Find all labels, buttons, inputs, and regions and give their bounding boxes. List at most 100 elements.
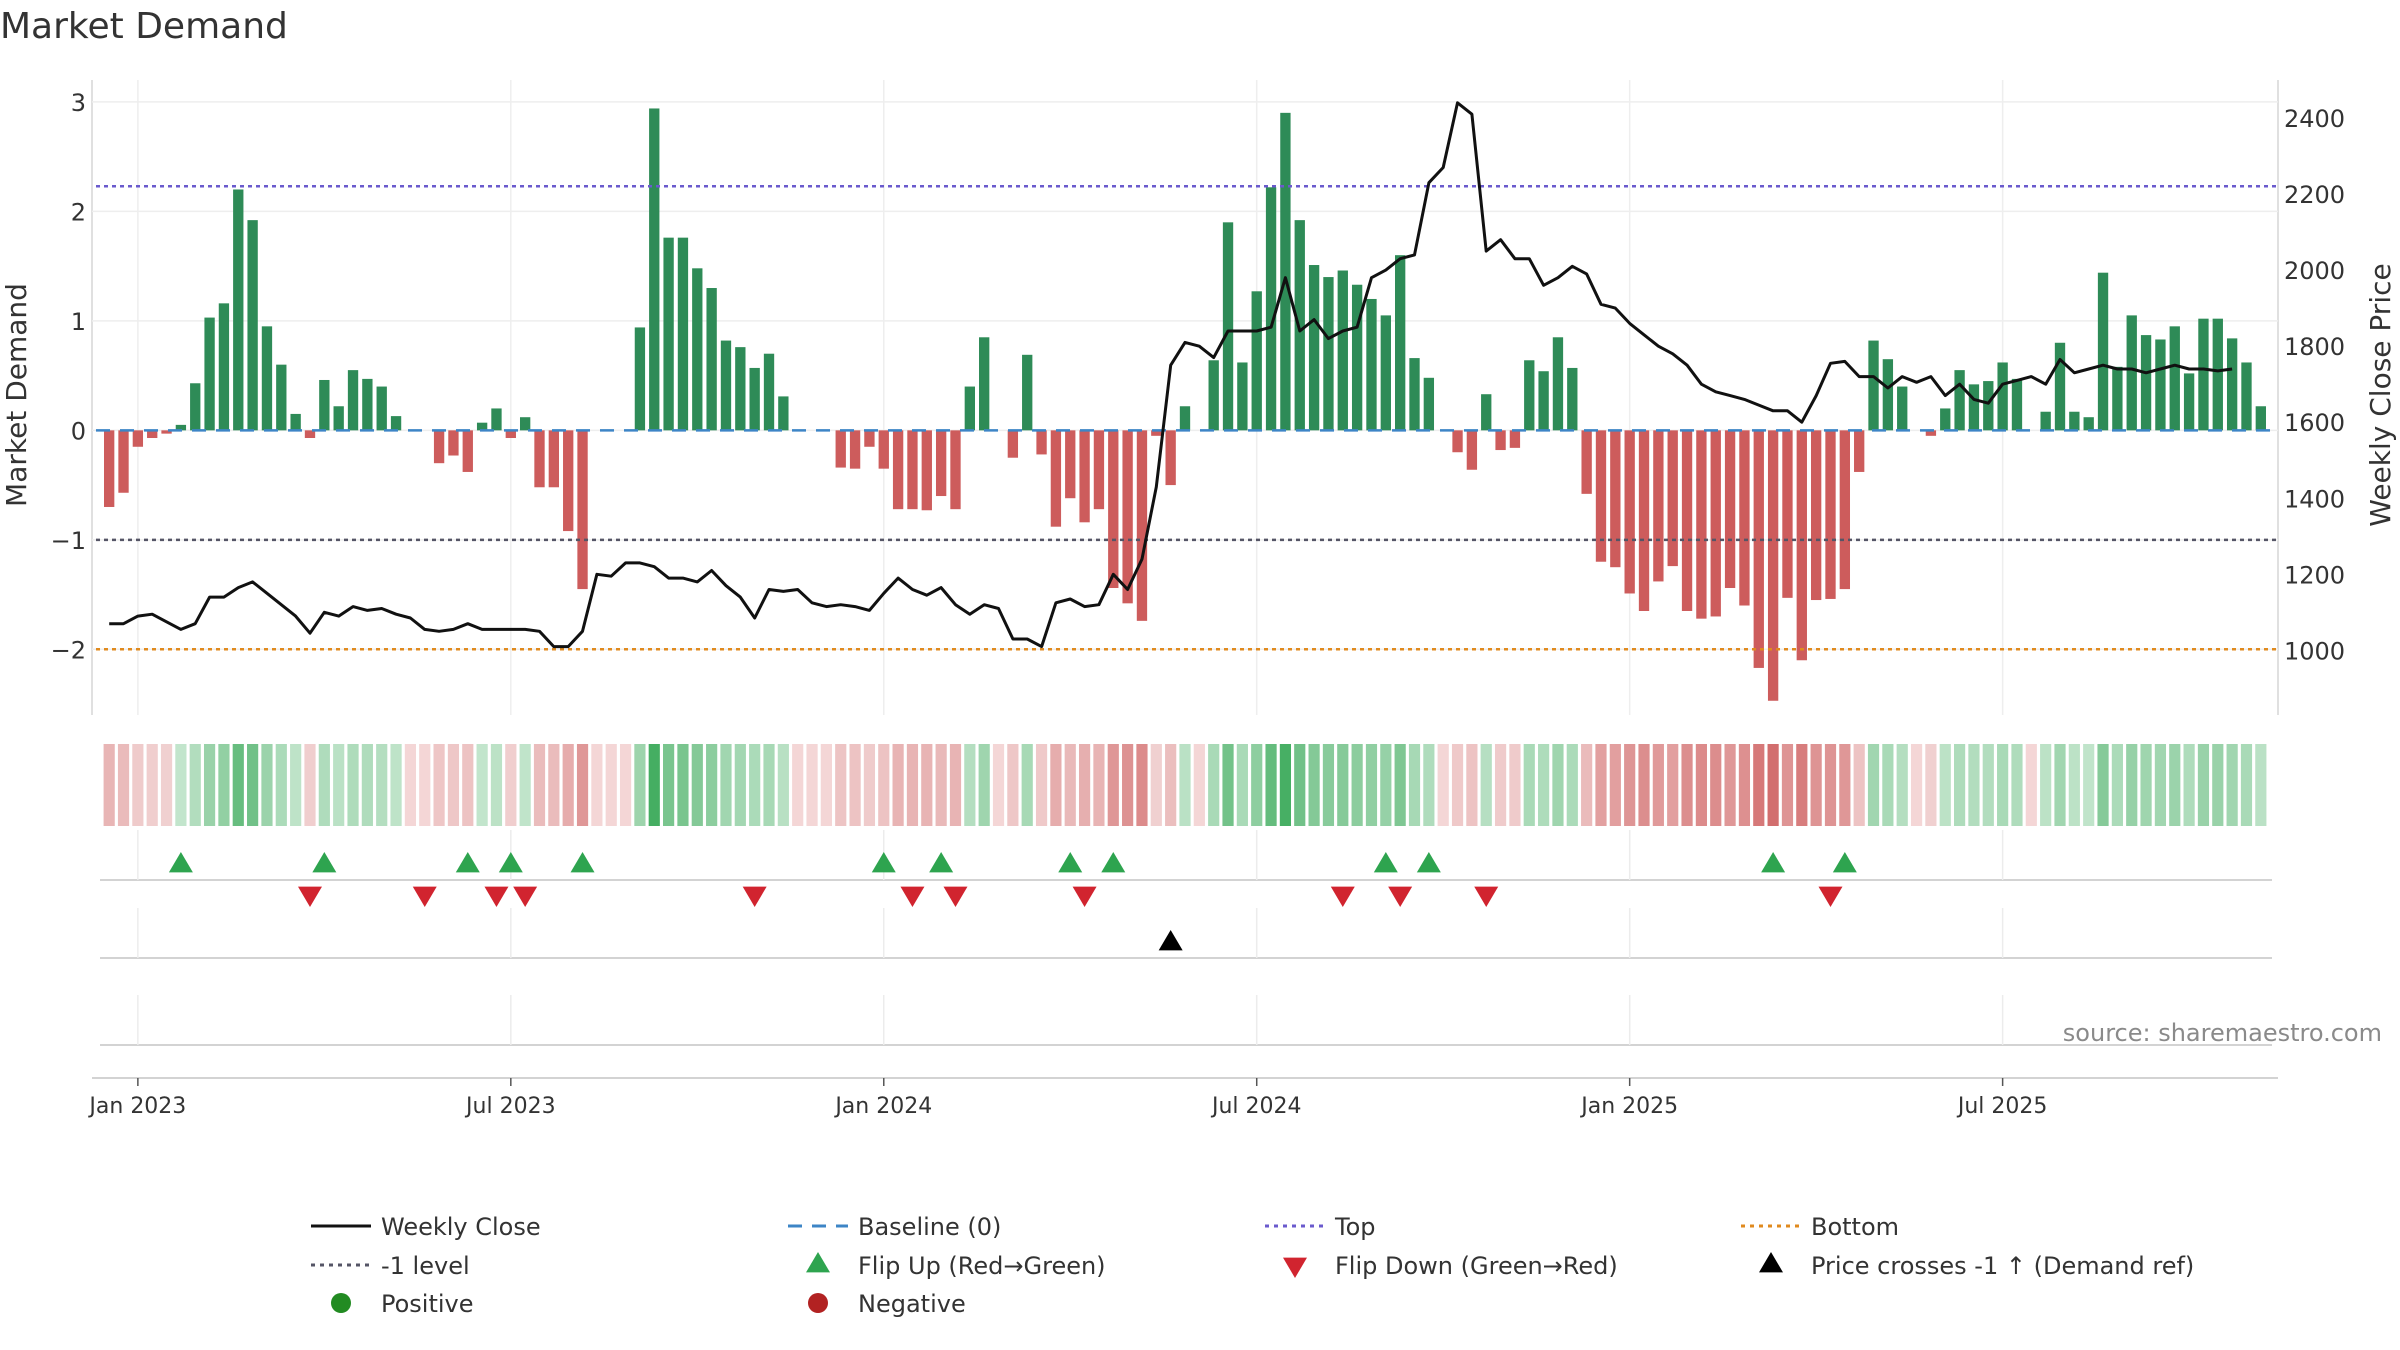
strip-cell [2255, 744, 2267, 826]
legend-label-positive: Positive [381, 1290, 474, 1318]
flip-up-marker [929, 852, 954, 873]
legend-item-bottom: Bottom [1741, 1213, 1899, 1241]
flip-down-marker [1330, 886, 1355, 907]
source-label: source: sharemaestro.com [2063, 1019, 2382, 1047]
strip-cell [1638, 744, 1650, 826]
demand-bar [935, 430, 947, 497]
left-tick-label: 1 [71, 308, 86, 336]
chart-title: Market Demand [0, 6, 288, 47]
demand-bar [1724, 430, 1736, 588]
demand-bar [476, 422, 488, 431]
strip-cell [835, 744, 847, 826]
strip-cell [1652, 744, 1664, 826]
demand-bar [663, 237, 674, 431]
demand-bar [1638, 430, 1650, 611]
legend-label-bottom: Bottom [1811, 1213, 1899, 1241]
demand-bar [347, 370, 359, 431]
demand-bar [161, 430, 172, 434]
demand-bar [2169, 326, 2180, 431]
right-axis-ticks: 2400 2200 2000 1800 1600 1400 1200 1000 [2284, 105, 2345, 665]
strip-cell [290, 744, 302, 826]
price-line [109, 101, 2233, 649]
demand-bar [1681, 430, 1693, 611]
strip-cell [992, 744, 1005, 826]
strip-cell [1021, 744, 1033, 826]
strip-cell [390, 744, 402, 826]
strip-cell [1882, 744, 1894, 826]
legend-label-minus1: -1 level [381, 1252, 470, 1280]
legend-swatch-price-cross [1759, 1252, 1783, 1273]
legend-item-minus1: -1 level [311, 1252, 470, 1280]
strip-cell [505, 744, 517, 826]
x-tick-label: Jan 2025 [1579, 1094, 1678, 1119]
strip-cell [1724, 744, 1736, 826]
demand-bar [2241, 362, 2252, 431]
strip-cell [1509, 744, 1521, 826]
strip-cell [1193, 744, 1205, 826]
strip-cell [1968, 744, 1980, 826]
strip-cell [1523, 744, 1535, 826]
strip-cell [1681, 744, 1693, 826]
strip-cell [792, 744, 804, 826]
heat-strip [103, 744, 2267, 826]
right-tick-label: 1000 [2284, 637, 2345, 665]
legend-swatch-positive [331, 1293, 351, 1313]
left-tick-label: 0 [71, 417, 86, 445]
strip-cell [806, 744, 818, 826]
demand-bar [921, 430, 932, 511]
strip-cell [519, 744, 531, 826]
right-tick-label: 2200 [2284, 181, 2345, 209]
demand-bar [2112, 366, 2123, 431]
x-tick-label: Jan 2023 [87, 1094, 186, 1119]
strip-cell [218, 744, 230, 826]
demand-bar [778, 396, 789, 431]
demand-bar [1552, 337, 1564, 431]
flip-up-marker [1058, 852, 1083, 873]
demand-bar [1495, 430, 1506, 451]
demand-bar [1810, 430, 1822, 601]
strip-cell [1695, 744, 1707, 826]
strip-cell [820, 744, 832, 826]
flip-down-marker [1388, 886, 1413, 907]
demand-bar [1050, 430, 1062, 527]
strip-cell [2169, 744, 2181, 826]
strip-cell [2083, 744, 2095, 826]
strip-cell [1050, 744, 1062, 826]
demand-bar [979, 337, 990, 431]
demand-bar [864, 430, 875, 447]
strip-cell [462, 744, 474, 826]
left-axis-label: Market Demand [0, 283, 33, 507]
strip-cell [1165, 744, 1177, 826]
demand-bar [1796, 430, 1807, 661]
demand-bar [1337, 270, 1348, 431]
strip-cell [706, 744, 718, 826]
strip-cell [1122, 744, 1134, 826]
demand-bar [1753, 430, 1764, 668]
demand-bar [1940, 408, 1951, 431]
strip-cell [333, 744, 345, 826]
demand-bar [304, 430, 316, 439]
strip-cell [304, 744, 316, 826]
demand-bar [1610, 430, 1621, 568]
demand-bar [878, 430, 889, 469]
x-tick-label: Jul 2023 [464, 1094, 556, 1119]
demand-bar [319, 379, 330, 431]
flip-markers-panel [100, 830, 2272, 907]
demand-bar [247, 220, 258, 431]
demand-bar [1667, 430, 1678, 567]
demand-bar [2226, 338, 2238, 431]
x-tick-label: Jan 2024 [833, 1094, 932, 1119]
strip-cell [433, 744, 445, 826]
strip-cell [1351, 744, 1363, 826]
strip-cell [1982, 744, 1994, 826]
demand-bar [2083, 417, 2094, 431]
demand-bar [2126, 315, 2137, 431]
x-tick-label: Jul 2025 [1956, 1094, 2048, 1119]
flip-down-marker [513, 886, 538, 907]
demand-bar [1122, 430, 1133, 604]
strip-cell [1380, 744, 1392, 826]
flip-up-marker [498, 852, 523, 873]
demand-bar [1108, 430, 1119, 588]
strip-cell [146, 744, 158, 826]
strip-cell [1093, 744, 1105, 826]
